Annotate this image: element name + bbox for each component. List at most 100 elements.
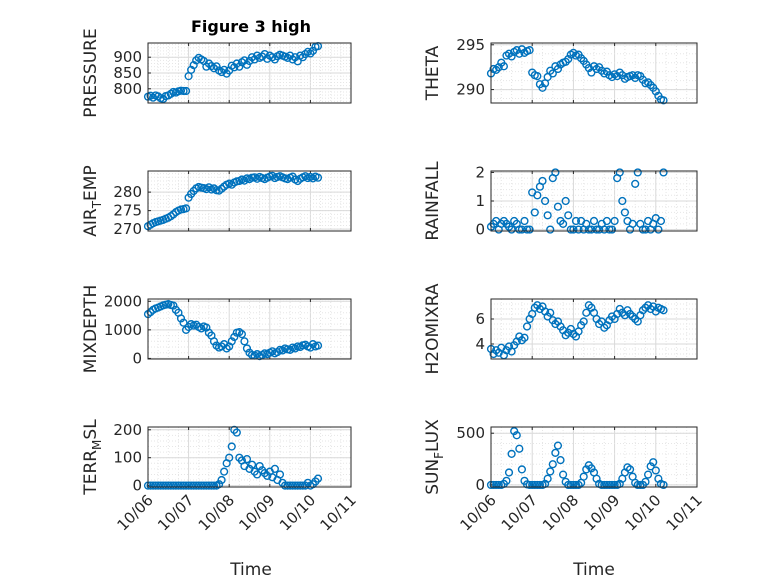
data-point	[558, 219, 568, 228]
data-point	[313, 341, 323, 350]
data-point	[628, 312, 637, 321]
y-tick-label: 800	[113, 80, 142, 98]
data-point	[225, 453, 234, 462]
data-point	[579, 317, 588, 326]
data-point	[270, 464, 279, 473]
data-point	[546, 467, 555, 476]
data-point	[553, 202, 563, 211]
data-point	[181, 86, 191, 96]
data-point	[602, 216, 611, 226]
data-point	[187, 481, 196, 490]
data-point	[189, 186, 198, 196]
data-point	[164, 481, 173, 490]
data-point	[169, 301, 178, 310]
data-point	[631, 179, 640, 188]
data-point	[286, 345, 295, 354]
data-point	[237, 330, 246, 339]
data-point	[548, 69, 557, 78]
data-point	[502, 476, 511, 485]
data-point	[582, 308, 591, 317]
data-point	[255, 461, 264, 471]
y-tick-label: 500	[456, 424, 485, 442]
data-point	[154, 481, 163, 490]
data-point	[230, 332, 239, 342]
data-point	[220, 467, 229, 476]
data-point	[202, 481, 211, 490]
figure-title: Figure 3 high	[191, 17, 311, 36]
data-point	[525, 480, 534, 490]
data-point	[659, 306, 668, 315]
data-point	[638, 225, 648, 234]
data-point	[528, 480, 537, 490]
data-point	[275, 470, 285, 479]
xlabel-left: Time	[229, 560, 272, 580]
data-point	[517, 225, 527, 234]
data-point	[654, 225, 663, 234]
y-axis-label: THETA	[423, 45, 443, 101]
data-point	[286, 481, 295, 490]
data-point	[280, 481, 290, 490]
data-point	[625, 309, 635, 319]
data-point	[492, 480, 501, 490]
data-point	[620, 208, 630, 217]
data-point	[571, 480, 581, 490]
data-point	[227, 337, 236, 346]
y-tick-label: 295	[456, 36, 485, 54]
y-axis-label: AIRTEMP	[81, 165, 104, 236]
data-point	[308, 340, 318, 349]
axes-box	[490, 42, 698, 104]
y-tick-label: 270	[113, 220, 142, 238]
data-point	[558, 470, 568, 479]
data-point	[643, 470, 653, 479]
data-point	[517, 465, 527, 474]
data-point	[607, 225, 617, 234]
axes-box	[490, 170, 698, 232]
data-point	[641, 225, 650, 234]
axes-box	[147, 170, 352, 232]
data-point	[551, 168, 560, 177]
data-point	[625, 465, 635, 474]
data-point	[176, 481, 186, 490]
data-point	[597, 480, 606, 490]
y-tick-label: 275	[113, 202, 142, 220]
data-point	[618, 196, 627, 206]
data-point	[235, 62, 244, 71]
y-tick-label: 0	[475, 221, 485, 239]
data-point	[166, 481, 175, 490]
data-point	[592, 225, 601, 234]
data-point	[641, 477, 650, 486]
data-point	[227, 442, 236, 451]
data-point	[548, 460, 557, 469]
data-point	[296, 481, 305, 490]
y-tick-label: 4	[475, 335, 485, 353]
data-point	[209, 481, 219, 490]
data-point	[538, 176, 547, 186]
data-point	[194, 481, 203, 490]
data-point	[520, 216, 529, 226]
data-point	[207, 481, 216, 490]
data-point	[574, 225, 583, 234]
data-point	[161, 481, 170, 490]
data-point	[659, 480, 668, 490]
y-tick-label: 2	[475, 163, 485, 181]
data-point	[507, 449, 516, 459]
data-point	[615, 168, 624, 177]
data-point	[293, 481, 302, 490]
data-point	[291, 53, 300, 62]
axes-box	[490, 426, 698, 488]
y-axis-label: H2OMIXRA	[423, 283, 443, 374]
data-point	[263, 471, 272, 480]
data-point	[525, 225, 534, 234]
data-point	[610, 216, 619, 226]
data-point	[646, 462, 655, 471]
y-axis-label: SUNFLUX	[423, 419, 446, 495]
data-point	[313, 173, 323, 182]
data-point	[146, 481, 155, 490]
data-point	[494, 480, 503, 490]
data-point	[564, 480, 573, 490]
data-point	[579, 472, 588, 481]
